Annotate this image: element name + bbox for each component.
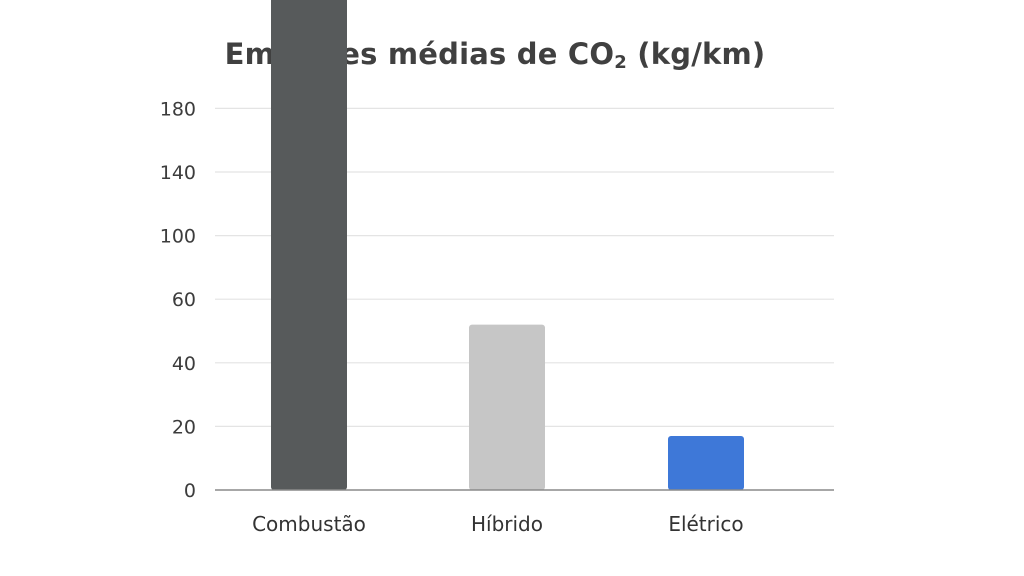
bars [271, 0, 744, 490]
bar [469, 324, 545, 490]
y-tick-label: 100 [160, 226, 196, 248]
x-axis-category-labels: Combustão Híbrido Elétrico [252, 512, 744, 536]
bar [271, 0, 347, 490]
y-tick-label: 20 [172, 416, 196, 438]
y-tick-label: 140 [160, 162, 196, 184]
chart-title-suffix: (kg/km) [627, 37, 766, 71]
chart-title-subscript: 2 [614, 52, 627, 73]
y-tick-label: 60 [172, 289, 196, 311]
x-category-label: Elétrico [668, 512, 743, 536]
y-tick-label: 0 [184, 480, 196, 502]
y-tick-label: 40 [172, 353, 196, 375]
y-tick-label: 180 [160, 98, 196, 120]
y-axis-tick-labels: 0 20 40 60 100 140 180 [160, 98, 196, 502]
bar [668, 435, 744, 490]
x-category-label: Combustão [252, 512, 366, 536]
x-category-label: Híbrido [471, 512, 543, 536]
